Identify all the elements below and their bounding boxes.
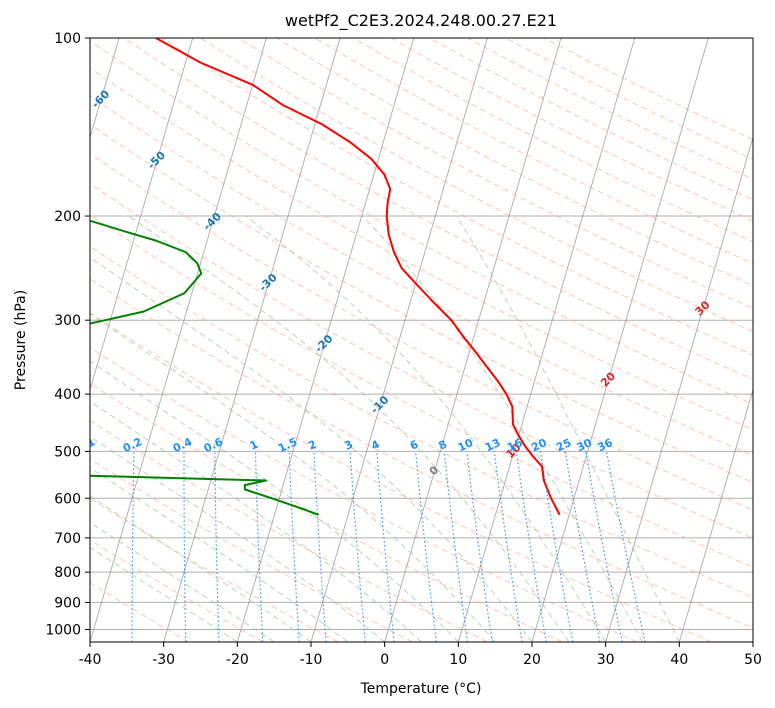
chart-title: wetPf2_C2E3.2024.248.00.27.E21 bbox=[285, 11, 557, 31]
dry-adiabat-line bbox=[90, 312, 712, 642]
pressure-gridlines bbox=[90, 38, 753, 630]
dry-adiabat-line bbox=[90, 152, 753, 511]
mixing-ratio-line bbox=[415, 451, 437, 642]
x-tick-label: -40 bbox=[79, 652, 102, 668]
dry-adiabat-line bbox=[123, 38, 753, 380]
temperature-profile-line bbox=[155, 38, 561, 516]
y-tick-label: 1000 bbox=[45, 622, 81, 638]
mixing-ratio-lines bbox=[82, 451, 646, 642]
dry-adiabat-line bbox=[90, 346, 638, 642]
isotherm-line bbox=[678, 388, 753, 642]
isotherm-line bbox=[90, 38, 194, 392]
dry-adiabat-line bbox=[90, 278, 753, 629]
moist-adiabat-line bbox=[362, 215, 643, 642]
x-tick-label: 30 bbox=[597, 652, 615, 668]
dry-adiabat-line bbox=[90, 40, 753, 405]
mixing-ratio-line bbox=[82, 451, 87, 642]
x-tick-label: 0 bbox=[380, 652, 389, 668]
isotherm-line bbox=[457, 38, 636, 642]
mixing-ratio-line bbox=[376, 451, 395, 642]
dry-adiabat-line bbox=[90, 458, 414, 642]
moist-adiabat-line bbox=[245, 215, 607, 642]
dry-adiabat-line bbox=[90, 123, 753, 484]
mixing-ratio-label: 20 bbox=[529, 436, 549, 454]
y-tick-label: 300 bbox=[54, 313, 81, 329]
dry-adiabat-line bbox=[90, 419, 488, 642]
y-tick-label: 200 bbox=[54, 209, 81, 225]
mixing-ratio-line bbox=[605, 451, 646, 642]
y-tick-label: 100 bbox=[54, 31, 81, 47]
mixing-ratio-label: 30 bbox=[575, 436, 595, 454]
mixing-ratio-label: 10 bbox=[456, 436, 476, 454]
x-tick-label: 40 bbox=[670, 652, 688, 668]
y-axis-label: Pressure (hPa) bbox=[13, 290, 29, 390]
x-tick-label: -30 bbox=[152, 652, 175, 668]
x-tick-label: 10 bbox=[449, 652, 467, 668]
moist-adiabat-line bbox=[128, 215, 570, 642]
y-tick-label: 600 bbox=[54, 491, 81, 507]
dry-adiabat-line bbox=[90, 183, 753, 539]
isotherm-line bbox=[236, 38, 415, 642]
x-tick-label: 50 bbox=[744, 652, 762, 668]
mixing-ratio-label: 36 bbox=[595, 436, 615, 454]
mixing-ratio-line bbox=[493, 451, 523, 642]
y-tick-label: 800 bbox=[54, 565, 81, 581]
moist-adiabat-line bbox=[455, 215, 680, 642]
moist-adiabat-line bbox=[90, 256, 533, 642]
x-tick-label: -20 bbox=[226, 652, 249, 668]
x-axis: -40 -30 -20 -10 0 10 20 30 40 50 bbox=[79, 642, 762, 668]
isotherm-label: -70 bbox=[28, 46, 51, 69]
mixing-ratio-line bbox=[466, 451, 493, 642]
mixing-ratio-label: 25 bbox=[554, 436, 573, 454]
mixing-ratio-label: 0.1 bbox=[74, 435, 97, 455]
isotherm-line bbox=[163, 38, 341, 642]
x-tick-label: -10 bbox=[300, 652, 323, 668]
plot-frame bbox=[89, 37, 754, 643]
mixing-ratio-label: 13 bbox=[483, 436, 502, 454]
isotherm-line bbox=[531, 38, 709, 642]
mixing-ratio-label: 16 bbox=[505, 436, 525, 454]
dry-adiabat-line bbox=[90, 245, 753, 598]
moist-adiabat-lines bbox=[90, 215, 680, 642]
sounding-series bbox=[90, 38, 561, 516]
mixing-ratio-line bbox=[515, 451, 547, 642]
moist-adiabat-line bbox=[90, 435, 386, 642]
plot-area bbox=[90, 38, 753, 642]
mixing-ratio-labels: 0.1 0.2 0.4 0.6 1 1.5 2 3 4 6 8 10 13 16 20 25 30 36 bbox=[74, 435, 615, 455]
dry-adiabat-line bbox=[90, 539, 264, 642]
y-axis: 100 200 300 400 500 600 700 800 900 1000 bbox=[45, 31, 90, 638]
dry-adiabat-line bbox=[90, 95, 753, 457]
moist-adiabat-line bbox=[90, 313, 496, 642]
y-tick-label: 400 bbox=[54, 387, 81, 403]
mixing-ratio-line bbox=[443, 451, 469, 642]
x-tick-label: 20 bbox=[523, 652, 541, 668]
dry-adiabat-line bbox=[90, 582, 190, 642]
moist-adiabat-line bbox=[90, 360, 459, 642]
y-tick-label: 700 bbox=[54, 531, 81, 547]
y-tick-label: 900 bbox=[54, 595, 81, 611]
x-axis-label: Temperature (°C) bbox=[360, 681, 482, 697]
isotherm-line bbox=[384, 38, 562, 642]
y-tick-label: 500 bbox=[54, 444, 81, 460]
moist-adiabat-line bbox=[90, 495, 312, 642]
plot-background bbox=[90, 38, 753, 642]
isotherm-line bbox=[752, 640, 753, 642]
dry-adiabat-line bbox=[238, 38, 753, 309]
